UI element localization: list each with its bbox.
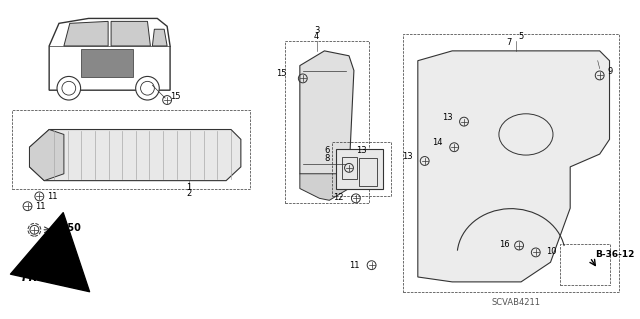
Text: 16: 16 bbox=[499, 241, 509, 249]
Text: 15: 15 bbox=[276, 70, 287, 78]
Polygon shape bbox=[336, 149, 383, 189]
Circle shape bbox=[136, 77, 159, 100]
Text: 12: 12 bbox=[333, 193, 344, 202]
Text: 13: 13 bbox=[442, 113, 452, 122]
Bar bbox=[561, 243, 609, 285]
Polygon shape bbox=[29, 130, 64, 181]
Text: 1: 1 bbox=[186, 183, 191, 192]
Bar bbox=[332, 142, 391, 197]
Bar bbox=[12, 110, 250, 189]
Text: 13: 13 bbox=[403, 152, 413, 161]
Text: 11: 11 bbox=[349, 261, 360, 270]
Polygon shape bbox=[29, 130, 241, 181]
Text: 15: 15 bbox=[170, 92, 180, 101]
Text: 11: 11 bbox=[47, 192, 58, 201]
Polygon shape bbox=[64, 21, 108, 46]
Polygon shape bbox=[152, 29, 167, 46]
Text: 9: 9 bbox=[607, 67, 612, 77]
Text: 5: 5 bbox=[518, 32, 524, 41]
Text: B-50: B-50 bbox=[56, 223, 81, 233]
Polygon shape bbox=[300, 51, 354, 189]
Text: FR.: FR. bbox=[22, 273, 42, 283]
Polygon shape bbox=[81, 49, 132, 78]
Text: 13: 13 bbox=[356, 146, 367, 155]
Bar bbox=[359, 158, 376, 186]
Bar bbox=[285, 41, 369, 203]
Text: 6: 6 bbox=[324, 146, 330, 155]
Text: 8: 8 bbox=[324, 154, 330, 163]
Polygon shape bbox=[111, 21, 150, 46]
Text: SCVAB4211: SCVAB4211 bbox=[492, 298, 541, 307]
Text: 2: 2 bbox=[186, 189, 191, 198]
Text: 3: 3 bbox=[314, 26, 319, 35]
Polygon shape bbox=[300, 174, 349, 200]
Text: B-36-12: B-36-12 bbox=[595, 250, 634, 259]
Bar bbox=[403, 34, 620, 292]
Text: 14: 14 bbox=[432, 138, 442, 147]
Polygon shape bbox=[418, 51, 609, 282]
Circle shape bbox=[57, 77, 81, 100]
Text: 11: 11 bbox=[35, 202, 46, 211]
Bar bbox=[342, 157, 357, 179]
Text: 10: 10 bbox=[546, 247, 556, 256]
Text: 7: 7 bbox=[506, 38, 512, 47]
Text: 4: 4 bbox=[314, 32, 319, 41]
